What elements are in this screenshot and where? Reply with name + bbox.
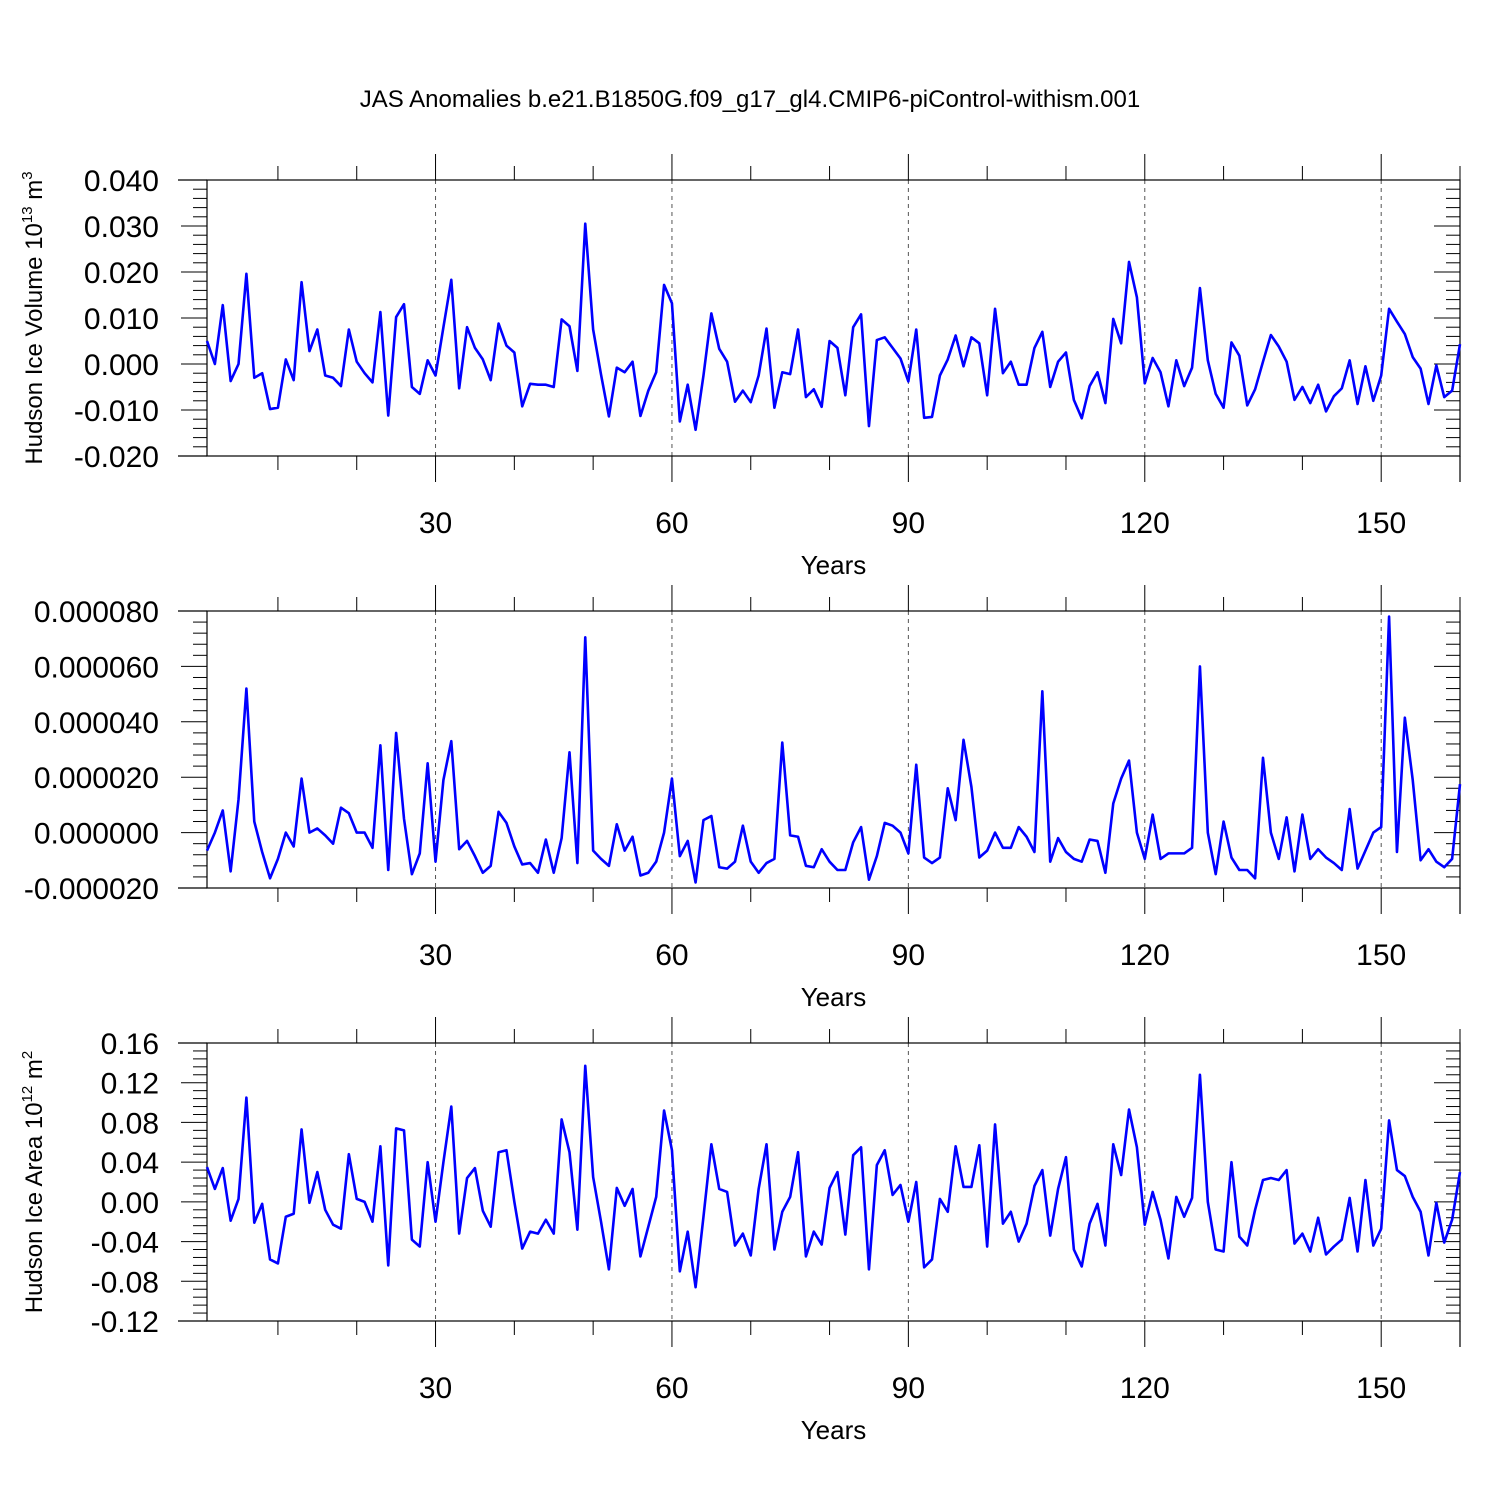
x-tick-label: 150 (1356, 1372, 1406, 1405)
plot-frame (206, 610, 1461, 889)
chart-title: JAS Anomalies b.e21.B1850G.f09_g17_gl4.C… (360, 86, 1140, 113)
y-tick-label: -0.12 (91, 1306, 159, 1339)
y-tick-label: 0.12 (101, 1068, 159, 1101)
y-tick-label: -0.020 (74, 441, 159, 474)
ice-volume-panel: -0.020 -0.010 0.000 0.010 0.020 0.030 0.040 30 6… (19, 154, 1462, 580)
y-tick-label: 0.010 (84, 303, 159, 336)
y-tick-label: 0.16 (101, 1028, 159, 1061)
x-tick-label: 150 (1356, 507, 1406, 540)
plot-frame (206, 1042, 1461, 1322)
x-tick-label: 90 (892, 1372, 925, 1405)
y-tick-label: 0.020 (84, 257, 159, 290)
y-tick-label: 0.000000 (34, 818, 159, 851)
x-tick-label: 90 (892, 507, 925, 540)
data-series-line (205, 1064, 1462, 1289)
x-tick-label: 90 (892, 939, 925, 972)
y-tick-label: 0.08 (101, 1107, 159, 1140)
y-tick-label: 0.000020 (34, 762, 159, 795)
x-tick-label: 60 (655, 507, 688, 540)
x-tick-label: 30 (419, 939, 452, 972)
y-axis-label: Hudson Ice Volume 1013 m3 (19, 171, 48, 464)
x-tick-label: 120 (1120, 507, 1170, 540)
x-axis-label: Years (801, 982, 867, 1012)
x-tick-label: 150 (1356, 939, 1406, 972)
y-tick-label: 0.000 (84, 349, 159, 382)
x-axis-label: Years (801, 1415, 867, 1445)
y-tick-label: 0.040 (84, 165, 159, 198)
x-tick-label: 120 (1120, 939, 1170, 972)
y-tick-label: 0.000040 (34, 707, 159, 740)
middle-panel: -0.000020 0.000000 0.000020 0.000040 0.00006… (24, 585, 1462, 1012)
ice-area-panel: -0.12 -0.08 -0.04 0.00 0.04 0.08 0.12 0.16 30 60 9… (19, 1017, 1462, 1445)
x-tick-label: 30 (419, 1372, 452, 1405)
x-axis-label: Years (801, 550, 867, 580)
y-tick-label: 0.000060 (34, 651, 159, 684)
data-series-line (205, 615, 1462, 884)
y-tick-label: -0.04 (91, 1227, 159, 1260)
y-tick-label: -0.08 (91, 1266, 159, 1299)
x-tick-label: 60 (655, 939, 688, 972)
y-tick-label: -0.000020 (24, 873, 159, 906)
x-tick-label: 60 (655, 1372, 688, 1405)
data-series-line (205, 222, 1462, 432)
y-tick-label: -0.010 (74, 395, 159, 428)
x-tick-label: 120 (1120, 1372, 1170, 1405)
y-tick-label: 0.000080 (34, 596, 159, 629)
y-tick-label: 0.04 (101, 1147, 159, 1180)
x-tick-label: 30 (419, 507, 452, 540)
y-tick-label: 0.030 (84, 211, 159, 244)
y-axis-label: Hudson Ice Area 1012 m2 (19, 1051, 48, 1314)
y-tick-label: 0.00 (101, 1187, 159, 1220)
